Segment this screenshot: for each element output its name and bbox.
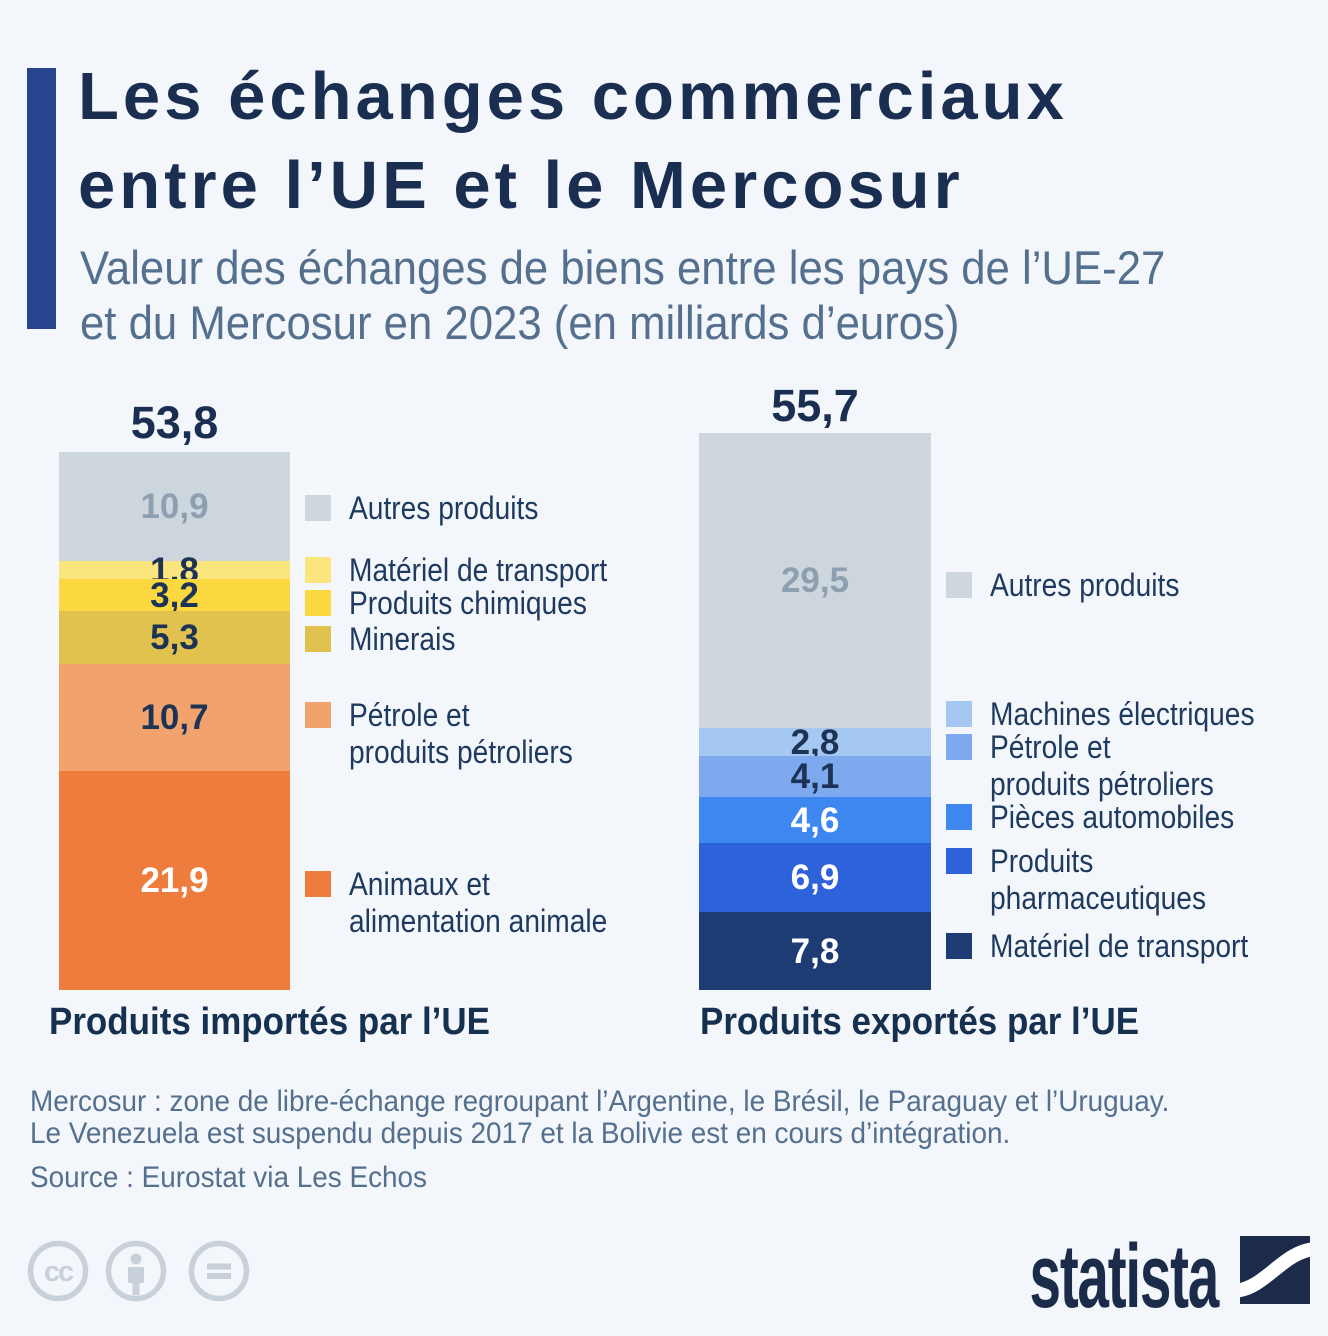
segment-value-label: 2,8 — [790, 722, 840, 762]
legend-swatch — [946, 848, 972, 874]
legend-swatch — [946, 734, 972, 760]
legend-label: Pièces automobiles — [990, 799, 1235, 835]
legend-label: Produits chimiques — [349, 585, 587, 621]
legend-item-petrole: Pétrole et produits pétroliers — [305, 697, 603, 771]
attribution-icon — [105, 1240, 167, 1307]
subtitle-line-2: et du Mercosur en 2023 (en milliards d’e… — [80, 296, 960, 349]
page-title: Les échanges commerciaux entre l’UE et l… — [78, 52, 1068, 230]
exports-stacked-bar: 29,5 2,8 4,1 4,6 6,9 7,8 — [699, 433, 931, 990]
footnote-line-2: Le Venezuela est suspendu depuis 2017 et… — [30, 1117, 1011, 1150]
legend-label-line1: Pétrole et — [990, 729, 1111, 765]
legend-item-produits-chimiques: Produits chimiques — [305, 585, 619, 622]
source-note: Source : Eurostat via Les Echos — [30, 1161, 428, 1194]
legend-item-materiel-de-transport: Matériel de transport — [946, 928, 1283, 965]
imports-axis-label: Produits importés par l’UE — [49, 1001, 490, 1043]
bar-segment-autres-produits: 10,9 — [59, 452, 290, 561]
legend-swatch — [305, 557, 331, 583]
legend-label-line2: pharmaceutiques — [990, 880, 1207, 916]
legend-label-line2: alimentation animale — [349, 903, 608, 939]
legend-label: Minerais — [349, 621, 456, 657]
legend-item-autres-produits: Autres produits — [305, 490, 564, 527]
bar-segment-machines-electriques: 2,8 — [699, 725, 931, 760]
legend-label-line1: Produits — [990, 843, 1094, 879]
legend-swatch — [946, 804, 972, 830]
legend-item-materiel-de-transport: Matériel de transport — [305, 552, 642, 589]
legend-swatch — [946, 933, 972, 959]
legend-swatch — [305, 495, 331, 521]
svg-text:cc: cc — [44, 1256, 74, 1288]
legend-label: Autres produits — [349, 490, 539, 526]
legend-label: Produits pharmaceutiques — [990, 843, 1206, 917]
bar-segment-produits-pharmaceutiques: 6,9 — [699, 843, 931, 912]
legend-item-minerais: Minerais — [305, 621, 470, 658]
legend-item-autres-produits: Autres produits — [946, 567, 1205, 604]
legend-label-line1: Pétrole et — [349, 697, 470, 733]
accent-bar — [27, 68, 56, 329]
legend-item-animaux: Animaux et alimentation animale — [305, 866, 643, 940]
legend-label: Matériel de transport — [349, 552, 608, 588]
bar-segment-petrole: 4,1 — [699, 756, 931, 797]
segment-value-label: 7,8 — [790, 931, 840, 971]
segment-value-label: 4,6 — [790, 800, 840, 840]
segment-value-label: 10,7 — [140, 698, 209, 737]
bar-segment-autres-produits: 29,5 — [699, 433, 931, 728]
bar-segment-animaux: 21,9 — [59, 771, 290, 990]
bar-segment-petrole: 10,7 — [59, 664, 290, 771]
bar-segment-materiel-de-transport: 7,8 — [699, 912, 931, 990]
legend-swatch — [305, 702, 331, 728]
bar-segment-pieces-automobiles: 4,6 — [699, 797, 931, 843]
statista-logo-text: statista — [1029, 1227, 1220, 1327]
title-line-2: entre l’UE et le Mercosur — [78, 148, 964, 223]
legend-item-pieces-automobiles: Pièces automobiles — [946, 799, 1267, 836]
legend-swatch — [305, 590, 331, 616]
bar-segment-minerais: 5,3 — [59, 611, 290, 664]
cc-icon: cc — [27, 1240, 89, 1307]
bar-segment-produits-chimiques: 3,2 — [59, 575, 290, 615]
footnote: Mercosur : zone de libre-échange regroup… — [30, 1086, 1169, 1150]
segment-value-label: 10,9 — [140, 487, 209, 526]
legend-label-line1: Animaux et — [349, 866, 490, 902]
statista-logo-icon — [1240, 1236, 1310, 1309]
legend-label: Pétrole et produits pétroliers — [990, 729, 1214, 803]
legend-label: Machines électriques — [990, 696, 1255, 732]
subtitle-line-1: Valeur des échanges de biens entre les p… — [80, 241, 1166, 294]
segment-value-label: 29,5 — [780, 561, 850, 600]
legend-swatch — [305, 626, 331, 652]
legend-label-line2: produits pétroliers — [349, 734, 573, 770]
legend-label: Pétrole et produits pétroliers — [349, 697, 573, 771]
imports-total-value: 53,8 — [130, 397, 219, 448]
legend-label: Autres produits — [990, 567, 1180, 603]
imports-stacked-bar: 10,9 1,8 3,2 5,3 10,7 21,9 — [59, 452, 290, 990]
segment-value-label: 6,9 — [790, 858, 840, 897]
legend-item-machines-electriques: Machines électriques — [946, 696, 1291, 733]
segment-value-label: 3,2 — [150, 575, 199, 615]
segment-value-label: 4,1 — [790, 757, 840, 796]
legend-label: Matériel de transport — [990, 928, 1249, 964]
legend-label-line2: produits pétroliers — [990, 766, 1214, 802]
footnote-line-1: Mercosur : zone de libre-échange regroup… — [30, 1085, 1170, 1118]
legend-label: Animaux et alimentation animale — [349, 866, 607, 940]
page-subtitle: Valeur des échanges de biens entre les p… — [80, 240, 1165, 350]
legend-swatch — [946, 572, 972, 598]
legend-swatch — [946, 701, 972, 727]
exports-axis-label: Produits exportés par l’UE — [700, 1001, 1140, 1043]
segment-value-label: 21,9 — [140, 861, 209, 900]
equals-icon — [188, 1240, 250, 1307]
exports-total-value: 55,7 — [771, 380, 859, 431]
legend-swatch — [305, 871, 331, 897]
title-line-1: Les échanges commerciaux — [78, 59, 1068, 134]
legend-item-produits-pharmaceutiques: Produits pharmaceutiques — [946, 843, 1235, 917]
legend-item-petrole: Pétrole et produits pétroliers — [946, 729, 1244, 803]
segment-value-label: 5,3 — [150, 618, 199, 657]
